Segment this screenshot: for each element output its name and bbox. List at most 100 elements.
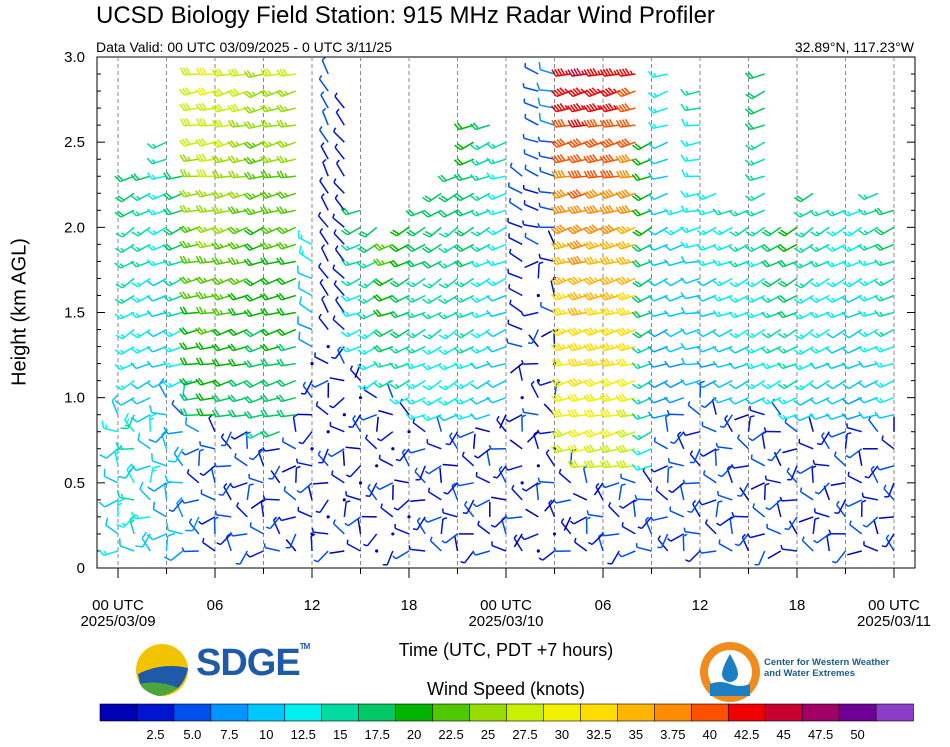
wind-barb <box>130 379 151 390</box>
wind-barb <box>243 105 264 114</box>
wind-barb <box>647 208 668 216</box>
wind-barb <box>405 397 426 405</box>
wind-barb <box>357 277 378 289</box>
wind-barb <box>664 360 684 368</box>
wind-barb <box>506 338 523 348</box>
wind-barb <box>146 208 167 216</box>
wind-barb <box>320 91 329 109</box>
wind-barb <box>712 379 733 389</box>
wind-barb <box>469 311 491 319</box>
wind-barb <box>566 276 588 286</box>
wind-barb <box>115 442 135 451</box>
wind-barb <box>527 329 539 344</box>
wind-barb <box>874 294 895 302</box>
wind-barb <box>340 277 361 287</box>
wind-barb <box>734 413 749 421</box>
wind-barb <box>793 294 814 305</box>
wind-barb <box>583 393 604 403</box>
wind-barb <box>620 473 636 484</box>
wind-barb <box>243 120 264 130</box>
wind-barb <box>754 550 766 566</box>
wind-barb <box>663 294 685 302</box>
wind-barb <box>260 170 280 179</box>
sdge-logo-icon <box>136 644 188 696</box>
wind-barb <box>334 245 345 262</box>
wind-barb <box>696 192 717 201</box>
wind-barb <box>825 397 846 405</box>
wind-barb <box>211 68 232 77</box>
wind-barb <box>712 294 733 302</box>
wind-barb <box>318 448 329 464</box>
wind-barb <box>137 432 151 450</box>
wind-barb <box>276 307 296 316</box>
wind-barb <box>486 345 507 353</box>
wind-barb <box>631 448 652 456</box>
wind-barb <box>777 379 798 390</box>
wind-barb <box>680 241 701 249</box>
wind-barb <box>335 296 345 313</box>
wind-barb <box>445 431 459 446</box>
wind-barb <box>243 258 264 267</box>
wind-barb <box>631 362 652 370</box>
wind-barb <box>437 174 458 183</box>
wind-barb <box>389 397 410 405</box>
wind-barb <box>326 515 330 519</box>
wind-barb <box>344 516 361 527</box>
wind-barb <box>668 482 685 494</box>
wind-barb <box>737 482 750 497</box>
wind-barb <box>179 291 199 300</box>
wind-barb <box>847 550 862 556</box>
wind-barb <box>342 413 346 417</box>
wind-barb <box>714 448 720 466</box>
wind-barb <box>616 169 636 179</box>
wind-barb <box>585 516 591 534</box>
wind-barb <box>230 431 248 440</box>
colorbar-tick-label: 2.5 <box>146 727 164 742</box>
wind-barb <box>469 158 491 166</box>
wind-barb <box>567 342 588 352</box>
wind-barb <box>860 499 867 517</box>
wind-barb <box>470 226 491 237</box>
wind-barb <box>243 90 264 99</box>
colorbar-tick-label: 20 <box>407 727 421 742</box>
wind-barb <box>849 520 863 535</box>
wind-barb <box>340 259 361 267</box>
wind-barb <box>745 90 766 100</box>
wind-barb <box>340 207 361 216</box>
wind-barb <box>283 486 297 501</box>
wind-barb <box>311 379 329 388</box>
wind-barb <box>511 484 523 501</box>
wind-barb <box>550 342 571 352</box>
wind-barb <box>453 345 475 354</box>
colorbar-tick-label: 45 <box>776 727 790 742</box>
wind-barb <box>438 226 458 238</box>
wind-barb <box>702 470 717 484</box>
wind-barb <box>664 259 685 267</box>
wind-barb <box>146 141 167 150</box>
wind-barb <box>667 533 685 542</box>
wind-barb <box>687 499 701 514</box>
wind-barb <box>352 415 362 433</box>
wind-barb <box>583 256 604 266</box>
wind-barb <box>179 67 199 76</box>
wind-barb <box>98 499 119 508</box>
wind-barb <box>826 226 846 237</box>
wind-barb <box>195 225 216 234</box>
wind-barb <box>372 243 394 251</box>
colorbar-label: Wind Speed (knots) <box>426 679 586 699</box>
wind-barb <box>365 482 378 497</box>
wind-barb <box>114 294 135 305</box>
wind-barb <box>599 68 620 77</box>
wind-barb <box>363 533 378 547</box>
wind-barb <box>834 499 847 514</box>
wind-barb <box>243 344 264 353</box>
wind-barb <box>657 533 669 549</box>
wind-barb <box>394 523 410 535</box>
wind-barb <box>812 517 820 534</box>
wind-barb <box>599 169 620 179</box>
wind-barb <box>615 87 636 98</box>
wind-barb <box>647 259 668 267</box>
wind-barb <box>523 200 539 211</box>
wind-barb <box>260 68 280 77</box>
wind-barb <box>211 103 232 113</box>
